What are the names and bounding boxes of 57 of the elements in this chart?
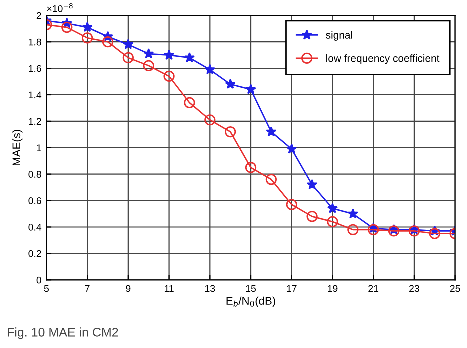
x-tick-label: 23 — [410, 285, 420, 292]
y-tick-label: 0.4 — [28, 224, 42, 231]
y-tick-label: 0.6 — [28, 198, 42, 204]
x-tick-label: 11 — [164, 285, 174, 292]
y-tick-label: 1.8 — [29, 38, 42, 46]
x-tick-label: 25 — [450, 285, 460, 292]
point — [348, 208, 358, 219]
y-tick-label: 0.8 — [28, 171, 42, 178]
x-tick-label: 7 — [85, 285, 90, 292]
point — [286, 144, 298, 154]
point — [123, 39, 134, 50]
point — [164, 50, 175, 60]
x-tick-label: 19 — [328, 285, 338, 292]
point — [429, 228, 440, 240]
point — [327, 203, 338, 214]
point — [184, 97, 196, 108]
point — [306, 211, 318, 222]
y-tick-label: 2 — [36, 12, 42, 20]
point — [225, 126, 236, 138]
point — [184, 52, 196, 63]
point — [348, 224, 359, 236]
y-tick-label: 0 — [36, 276, 42, 284]
point — [245, 162, 257, 174]
caption: Fig. 10 MAE in CM2 — [8, 328, 118, 340]
x-axis-title: E$_{b}$/N$_{0}$(dB) — [226, 296, 276, 308]
point — [82, 32, 94, 44]
y-tick-label: 1.2 — [29, 118, 42, 125]
point — [225, 78, 236, 90]
point — [62, 22, 73, 34]
x-tick-label: 9 — [126, 285, 131, 292]
y-tick-label: 0.2 — [28, 250, 42, 258]
x-tick-label: 17 — [287, 285, 297, 292]
point — [122, 52, 134, 64]
text: ×10$^{−8}$ — [47, 3, 73, 12]
point — [164, 70, 175, 82]
point — [204, 114, 216, 126]
point — [144, 48, 154, 59]
point — [266, 174, 277, 186]
y-axis-title: MAE(s) — [12, 130, 23, 166]
point — [266, 126, 277, 137]
point — [143, 60, 154, 72]
x-tick-label: 15 — [246, 285, 256, 292]
point — [306, 179, 318, 190]
point — [286, 199, 298, 210]
point — [327, 216, 338, 228]
point — [102, 36, 114, 48]
x-tick-label: 5 — [44, 285, 49, 292]
legend-label: signal — [326, 31, 352, 41]
legend-label: low frequency coefficient — [326, 54, 440, 64]
x-tick-label: 21 — [368, 285, 379, 292]
x-tick-label: 13 — [205, 285, 216, 292]
point — [82, 22, 93, 32]
point — [204, 64, 216, 75]
point — [246, 84, 256, 94]
y-tick-label: 1.4 — [29, 92, 42, 99]
y-tick-label: 1.6 — [29, 65, 42, 72]
y-tick-label: 1 — [37, 144, 42, 152]
